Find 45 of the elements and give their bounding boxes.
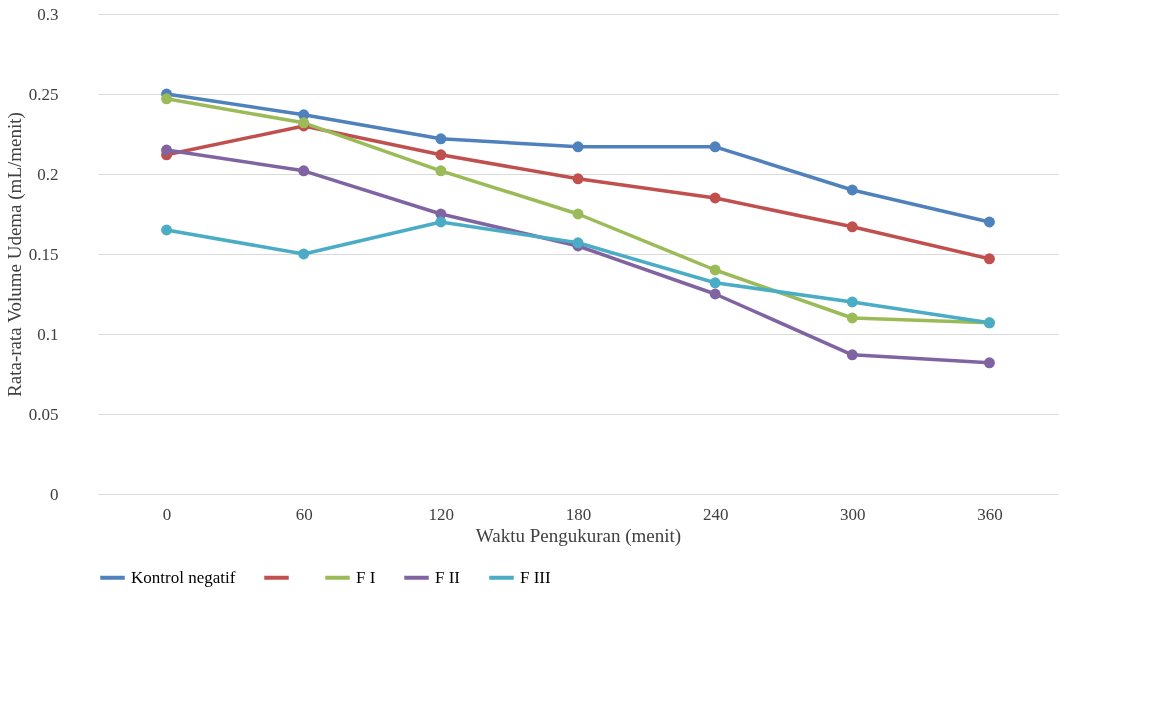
point [983,216,995,228]
legend-label: F I [356,567,376,587]
x-tick-label: 300 [840,504,866,524]
x-tick-label: 360 [977,504,1003,524]
point [298,248,310,260]
point [846,184,858,196]
point [572,208,584,220]
x-tick-label: 240 [702,504,729,524]
point [161,224,173,236]
point [298,165,310,177]
point [709,264,721,276]
point [709,277,721,289]
point [709,141,721,153]
y-tick-label: 0 [50,484,59,504]
y-tick-label: 0.25 [28,84,59,104]
x-tick-label: 180 [565,504,592,524]
point [435,216,447,228]
point [983,357,995,369]
point [983,253,995,265]
point [709,288,721,300]
point [846,312,858,324]
y-tick-label: 0.2 [37,164,59,184]
legend-label: Kontrol negatif [131,567,236,587]
legend-label: F II [435,567,461,587]
legend-label: F III [520,567,552,587]
y-tick-label: 0.15 [28,244,59,264]
x-axis-title: Waktu Pengukuran (menit) [475,524,682,547]
point [435,149,447,161]
point [572,141,584,153]
point [435,165,447,177]
y-tick-label: 0.05 [28,404,59,424]
point [572,173,584,185]
point [846,221,858,233]
y-tick-label: 0.3 [37,4,59,24]
point [161,93,173,105]
point [161,144,173,156]
point [435,133,447,145]
y-tick-label: 0.1 [37,324,59,344]
point [709,192,721,204]
x-tick-label: 0 [162,504,172,524]
x-tick-label: 120 [428,504,455,524]
x-tick-label: 60 [295,504,313,524]
y-axis-title: Rata-rata Volume Udema (mL/menit) [3,112,26,397]
point [846,296,858,308]
point [846,349,858,361]
